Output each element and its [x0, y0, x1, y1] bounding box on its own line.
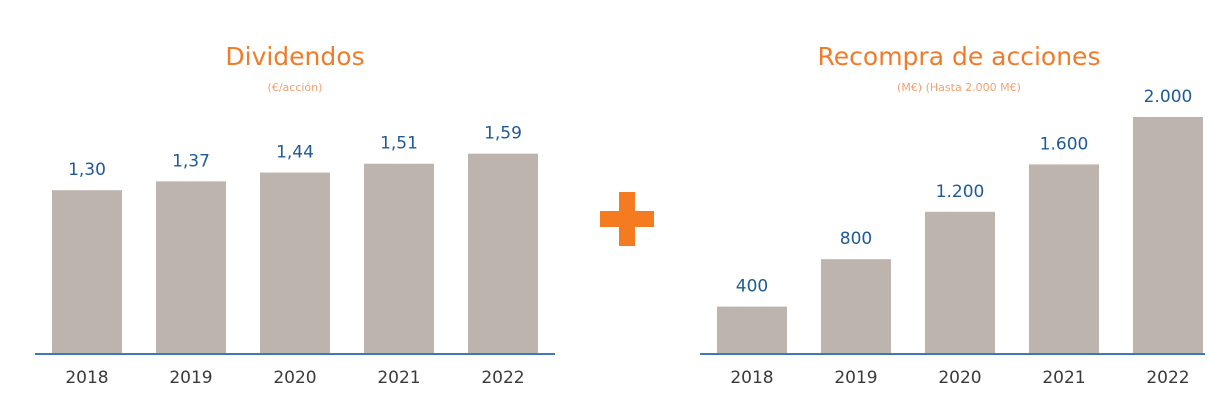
bar [52, 190, 122, 354]
bar [1029, 164, 1099, 354]
bar [468, 153, 538, 354]
value-label: 2.000 [1144, 87, 1193, 107]
value-label: 1,44 [276, 143, 314, 163]
x-tick-label: 2018 [65, 368, 108, 388]
plus-sign [600, 192, 654, 246]
bar [717, 306, 787, 354]
chart-subtitle: (M€) (Hasta 2.000 M€) [897, 81, 1021, 94]
value-label: 1,37 [172, 151, 210, 171]
chart-title: Dividendos [225, 42, 364, 71]
value-label: 1.600 [1040, 134, 1089, 154]
value-label: 1,30 [68, 160, 106, 180]
x-tick-label: 2022 [481, 368, 524, 388]
chart-subtitle: (€/acción) [268, 81, 323, 94]
bar [925, 211, 995, 354]
value-label: 400 [736, 277, 768, 297]
x-tick-label: 2020 [273, 368, 316, 388]
x-tick-label: 2020 [938, 368, 981, 388]
x-tick-label: 2019 [169, 368, 212, 388]
x-tick-label: 2019 [834, 368, 877, 388]
x-tick-label: 2021 [1042, 368, 1085, 388]
value-label: 800 [840, 229, 872, 249]
value-label: 1,51 [380, 134, 418, 154]
value-label: 1,59 [484, 124, 522, 144]
chart-title: Recompra de acciones [818, 42, 1101, 71]
x-tick-label: 2018 [730, 368, 773, 388]
value-label: 1.200 [936, 182, 985, 202]
x-tick-label: 2021 [377, 368, 420, 388]
bar [260, 172, 330, 354]
bar [156, 181, 226, 354]
bar [364, 163, 434, 354]
plus-vertical [619, 192, 635, 246]
bar [821, 259, 891, 354]
x-tick-label: 2022 [1146, 368, 1189, 388]
bar [1133, 117, 1203, 354]
